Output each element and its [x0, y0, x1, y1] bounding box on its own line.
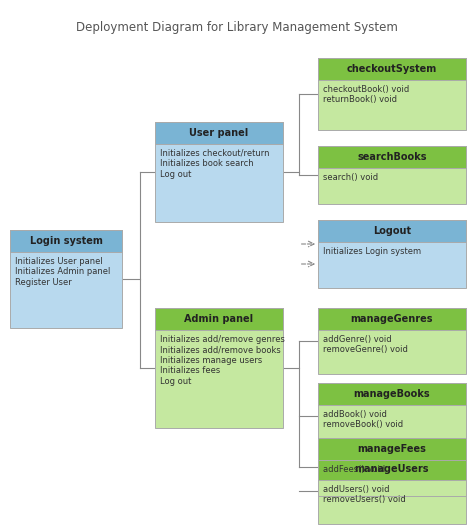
Text: checkoutSystem: checkoutSystem	[347, 64, 437, 74]
FancyBboxPatch shape	[155, 308, 283, 330]
Text: search() void: search() void	[323, 173, 378, 182]
FancyBboxPatch shape	[318, 146, 466, 204]
FancyBboxPatch shape	[318, 458, 466, 524]
Text: addGenre() void
removeGenre() void: addGenre() void removeGenre() void	[323, 335, 408, 355]
FancyBboxPatch shape	[318, 220, 466, 242]
Text: addBook() void
removeBook() void: addBook() void removeBook() void	[323, 410, 403, 429]
FancyBboxPatch shape	[318, 58, 466, 80]
Text: addFees() void: addFees() void	[323, 465, 385, 474]
Text: Initializes add/remove genres
Initializes add/remove books
Initializes manage us: Initializes add/remove genres Initialize…	[160, 335, 285, 386]
Text: Admin panel: Admin panel	[184, 314, 254, 324]
FancyBboxPatch shape	[318, 438, 466, 496]
Text: addUsers() void
removeUsers() void: addUsers() void removeUsers() void	[323, 485, 406, 504]
FancyBboxPatch shape	[318, 383, 466, 449]
Text: Deployment Diagram for Library Management System: Deployment Diagram for Library Managemen…	[76, 22, 398, 35]
Text: checkoutBook() void
returnBook() void: checkoutBook() void returnBook() void	[323, 85, 409, 104]
FancyBboxPatch shape	[318, 308, 466, 374]
FancyBboxPatch shape	[155, 122, 283, 144]
FancyBboxPatch shape	[318, 146, 466, 168]
FancyBboxPatch shape	[318, 220, 466, 288]
FancyBboxPatch shape	[10, 230, 122, 252]
Text: User panel: User panel	[190, 128, 249, 138]
FancyBboxPatch shape	[10, 230, 122, 328]
Text: searchBooks: searchBooks	[357, 152, 427, 162]
FancyBboxPatch shape	[318, 458, 466, 480]
FancyBboxPatch shape	[318, 438, 466, 460]
Text: manageBooks: manageBooks	[354, 389, 430, 399]
Text: Initializes User panel
Initializes Admin panel
Register User: Initializes User panel Initializes Admin…	[15, 257, 110, 287]
FancyBboxPatch shape	[318, 58, 466, 130]
FancyBboxPatch shape	[155, 308, 283, 428]
Text: manageGenres: manageGenres	[351, 314, 433, 324]
Text: Initializes Login system: Initializes Login system	[323, 247, 421, 256]
Text: Logout: Logout	[373, 226, 411, 236]
Text: manageUsers: manageUsers	[355, 464, 429, 474]
Text: Initializes checkout/return
Initializes book search
Log out: Initializes checkout/return Initializes …	[160, 149, 270, 179]
FancyBboxPatch shape	[318, 308, 466, 330]
Text: Login system: Login system	[29, 236, 102, 246]
FancyBboxPatch shape	[155, 122, 283, 222]
FancyBboxPatch shape	[318, 383, 466, 405]
Text: manageFees: manageFees	[357, 444, 427, 454]
